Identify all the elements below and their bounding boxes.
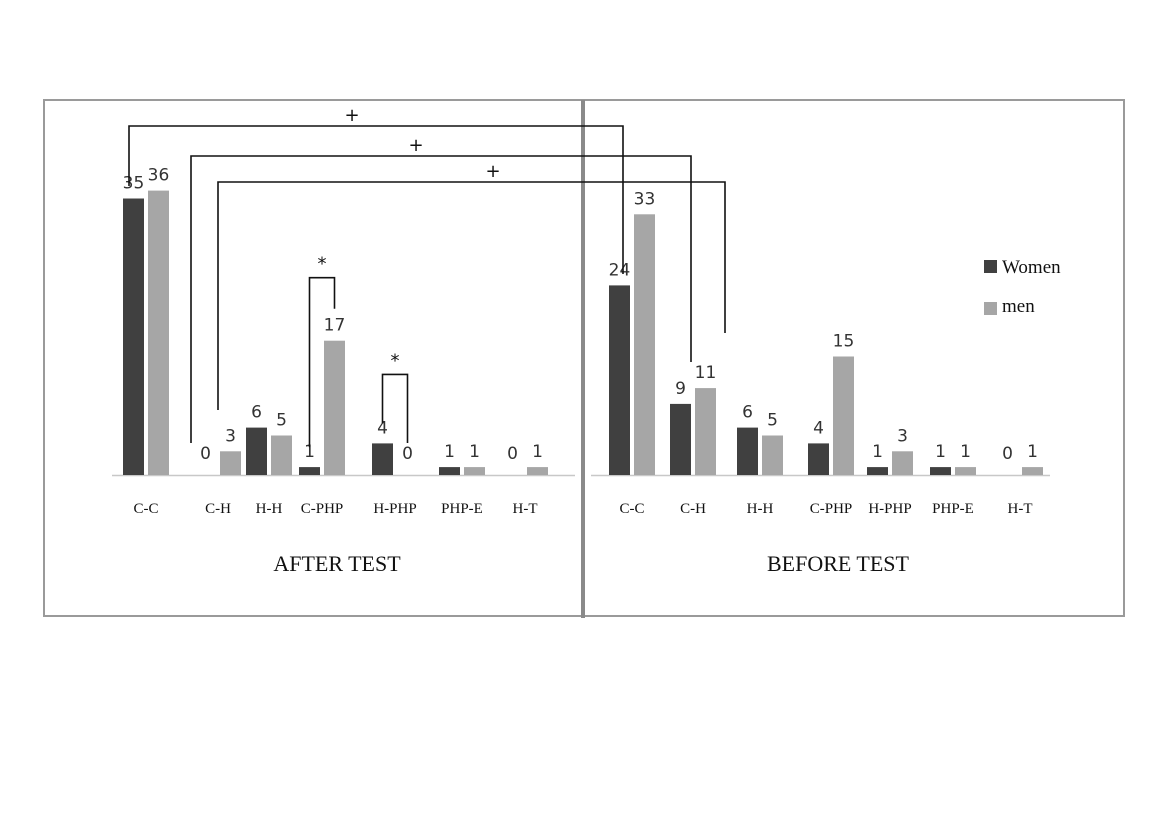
before-tick-label-c-c: C-C	[619, 501, 644, 517]
cross-mark-2: +	[408, 135, 423, 156]
before-bar-men-c-h	[695, 388, 716, 475]
after-value-label-men-php-e: 1	[469, 442, 480, 462]
before-bar-women-c-c	[609, 285, 630, 475]
before-value-label-women-php-e: 1	[935, 442, 946, 462]
before-value-label-women-c-h: 9	[675, 379, 686, 399]
after-value-label-women-c-c: 35	[123, 174, 145, 194]
significance-mark-c-php: *	[318, 254, 327, 275]
after-bar-men-h-h	[271, 435, 292, 475]
legend-swatch-women	[984, 260, 997, 273]
legend-swatch-men	[984, 302, 997, 315]
before-bar-men-h-t	[1022, 467, 1043, 475]
before-bar-women-php-e	[930, 467, 951, 475]
after-tick-label-h-h: H-H	[256, 501, 283, 517]
before-bar-women-c-h	[670, 403, 691, 475]
after-bar-men-c-h	[220, 451, 241, 475]
before-tick-label-h-h: H-H	[747, 501, 774, 517]
after-value-label-men-c-c: 36	[148, 166, 170, 186]
after-tick-label-h-php: H-PHP	[373, 501, 416, 517]
after-value-label-women-c-h: 0	[200, 444, 211, 464]
before-value-label-women-h-t: 0	[1002, 444, 1013, 464]
after-tick-label-php-e: PHP-E	[441, 501, 483, 517]
after-bar-men-c-php	[324, 340, 345, 475]
after-value-label-women-h-t: 0	[507, 444, 518, 464]
cross-mark-1: +	[344, 105, 359, 126]
after-value-label-men-h-t: 1	[532, 442, 543, 462]
after-bar-women-h-php	[372, 443, 393, 475]
after-value-label-men-h-php: 0	[402, 444, 413, 464]
after-value-label-women-php-e: 1	[444, 442, 455, 462]
after-bar-men-php-e	[464, 467, 485, 475]
cross-bracket-2	[190, 155, 692, 443]
before-tick-label-c-h: C-H	[680, 501, 706, 517]
before-value-label-men-h-t: 1	[1027, 442, 1038, 462]
legend-label-women: Women	[1002, 257, 1061, 278]
after-test-title: AFTER TEST	[273, 551, 401, 576]
before-tick-label-h-t: H-T	[1008, 501, 1033, 517]
legend-label-men: men	[1002, 296, 1035, 317]
cross-bracket-1	[128, 125, 624, 274]
before-tick-label-php-e: PHP-E	[932, 501, 974, 517]
after-tick-label-c-c: C-C	[133, 501, 158, 517]
before-value-label-men-c-php: 15	[833, 332, 855, 352]
before-value-label-women-c-c: 24	[609, 260, 631, 280]
before-value-label-men-c-c: 33	[634, 189, 656, 209]
before-bar-women-h-h	[737, 427, 758, 475]
cross-mark-3: +	[485, 161, 500, 182]
before-value-label-men-h-php: 3	[897, 426, 908, 446]
before-bar-men-h-php	[892, 451, 913, 475]
after-bar-women-c-php	[299, 467, 320, 475]
cross-bracket-3	[217, 181, 726, 410]
before-test-title: BEFORE TEST	[767, 551, 910, 576]
after-bar-men-h-t	[527, 467, 548, 475]
after-bar-women-php-e	[439, 467, 460, 475]
after-tick-label-c-h: C-H	[205, 501, 231, 517]
after-bar-women-c-c	[123, 198, 144, 475]
after-value-label-men-h-h: 5	[276, 411, 287, 431]
before-value-label-women-h-h: 6	[742, 403, 753, 423]
after-bar-men-c-c	[148, 190, 169, 475]
significance-bracket-h-php	[381, 373, 409, 443]
after-value-label-women-h-php: 4	[377, 418, 388, 438]
before-tick-label-h-php: H-PHP	[868, 501, 911, 517]
after-bar-women-h-h	[246, 427, 267, 475]
before-bar-men-h-h	[762, 435, 783, 475]
before-value-label-men-php-e: 1	[960, 442, 971, 462]
before-bar-men-c-php	[833, 356, 854, 475]
after-value-label-men-c-h: 3	[225, 426, 236, 446]
after-tick-label-c-php: C-PHP	[301, 501, 344, 517]
after-tick-label-h-t: H-T	[513, 501, 538, 517]
after-value-label-men-c-php: 17	[324, 316, 346, 336]
significance-bracket-c-php	[308, 276, 336, 448]
before-value-label-women-h-php: 1	[872, 442, 883, 462]
before-bar-men-c-c	[634, 214, 655, 476]
significance-mark-h-php: *	[391, 350, 400, 371]
before-bar-men-php-e	[955, 467, 976, 475]
before-value-label-women-c-php: 4	[813, 418, 824, 438]
after-value-label-women-c-php: 1	[304, 442, 315, 462]
annotation-layer: * * + + +	[128, 105, 726, 448]
before-value-label-men-h-h: 5	[767, 411, 778, 431]
before-tick-label-c-php: C-PHP	[810, 501, 853, 517]
before-bar-women-h-php	[867, 467, 888, 475]
after-value-label-women-h-h: 6	[251, 403, 262, 423]
before-bar-women-c-php	[808, 443, 829, 475]
before-value-label-men-c-h: 11	[695, 363, 717, 383]
legend: Women men	[984, 257, 1061, 317]
